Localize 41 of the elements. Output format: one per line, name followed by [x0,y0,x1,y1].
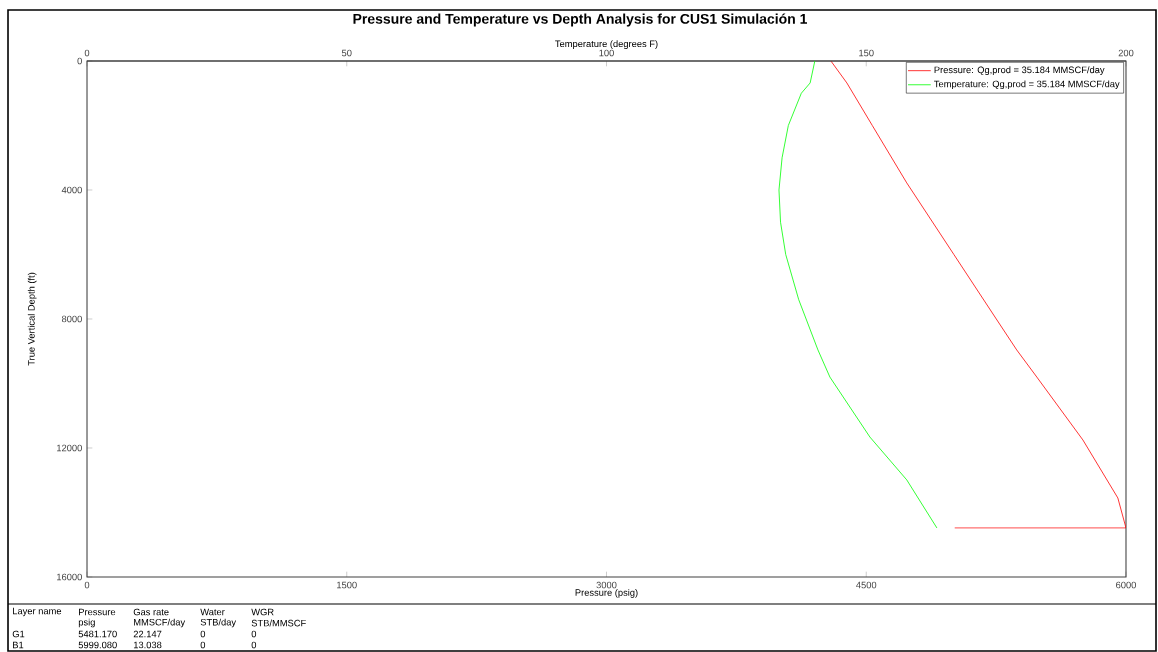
text: Gas rate [133,608,169,616]
x2-axis-title: Temperature (degrees F) [555,40,658,49]
text: 5481.170 [78,630,117,638]
text: MMSCF/day [134,618,186,628]
x-tick-label: 3000 [596,581,617,589]
text: Layer name [13,607,62,617]
x-tick-label: 1500 [337,581,357,589]
chart-title: Pressure and Temperature vs Depth Analysis for CUS1 Simulación 1 [353,13,808,27]
x-axis-title: Pressure (psig) [575,589,638,598]
legend-label: Temperature: Qg,prod = 35.184 MMSCF/day [934,80,1120,90]
x2-tick-label: 200 [1118,49,1134,57]
x-tick-label: 0 [84,581,90,589]
text: STB/MMSCF [251,619,306,627]
x-tick-label: 6000 [1116,581,1137,589]
text: B1 [13,641,24,649]
text: WGR [251,608,274,616]
line-series [830,60,1126,529]
y-tick-label: 4000 [61,186,82,194]
text: 5999.080 [78,641,117,649]
text: psig [78,618,95,628]
x2-tick-label: 100 [599,49,614,57]
y-tick-label: 12000 [57,444,82,452]
text: Water [200,608,225,616]
x2-tick-label: 50 [341,49,352,57]
text: 0 [200,641,206,649]
text: 0 [251,630,257,638]
text: 22.147 [133,630,162,638]
y-tick-label: 16000 [57,573,82,581]
text: STB/day [200,618,237,628]
text: 0 [200,630,206,638]
text: Pressure [79,608,116,616]
y-tick-label: 0 [77,57,82,65]
text: G1 [12,630,25,638]
legend-label: Pressure: Qg,prod = 35.184 MMSCF/day [934,66,1105,75]
y-axis-title: True Vertical Depth (ft) [27,272,37,366]
text: 13.038 [133,641,162,649]
x2-tick-label: 150 [859,49,874,57]
y-tick-label: 8000 [61,315,82,323]
x2-tick-label: 0 [84,49,90,57]
x-tick-label: 4500 [856,581,877,589]
text: 0 [251,641,257,649]
